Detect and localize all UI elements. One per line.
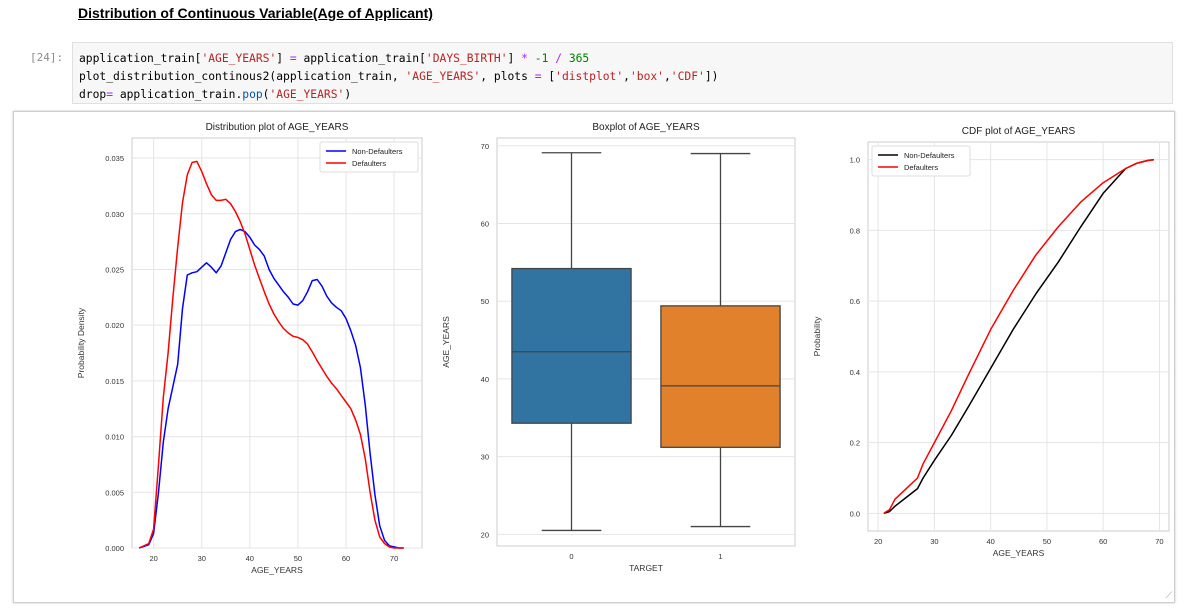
y-tick-label: 0.015: [105, 377, 124, 386]
code-token: application_train[: [296, 52, 426, 65]
legend-label: Non-Defaulters: [904, 151, 955, 160]
x-tick-label: 40: [986, 537, 994, 546]
code-token: [562, 52, 569, 65]
code-token: /: [555, 52, 563, 65]
code-token: 365: [568, 52, 590, 65]
x-tick-label: 20: [874, 537, 882, 546]
chart-title: Boxplot of AGE_YEARS: [592, 122, 700, 133]
y-tick-label: 0.0: [850, 509, 860, 518]
y-tick-label: 60: [481, 219, 489, 228]
code-token: drop: [79, 88, 107, 101]
x-tick-label: 50: [1043, 537, 1051, 546]
legend-label: Defaulters: [352, 159, 386, 168]
code-token: application_train[: [79, 52, 202, 65]
box-category-1: [660, 305, 781, 448]
code-token: =: [289, 52, 297, 65]
code-token: (: [262, 88, 270, 101]
x-axis-label: TARGET: [629, 563, 663, 573]
chart-title: Distribution plot of AGE_YEARS: [206, 122, 349, 133]
y-axis-label: AGE_YEARS: [441, 316, 451, 368]
code-token: plot_distribution_continous2(application…: [79, 70, 406, 83]
x-tick-label: 50: [294, 554, 302, 563]
series-line-non-defaulters: [138, 228, 404, 549]
code-token: ,: [663, 70, 671, 83]
plot-frame: [867, 141, 1170, 532]
code-token: ,: [623, 70, 630, 83]
y-tick-label: 0.035: [105, 154, 124, 163]
y-tick-label: 70: [481, 142, 489, 151]
series-line-defaulters: [138, 160, 404, 549]
code-token: , plots: [480, 70, 535, 83]
code-token: ): [344, 88, 352, 101]
chart-title: CDF plot of AGE_YEARS: [962, 126, 1076, 137]
markdown-heading: Distribution of Continuous Variable(Age …: [78, 5, 433, 21]
code-token: pop: [242, 88, 263, 101]
y-tick-label: 0.000: [105, 544, 124, 553]
x-tick-label: 40: [246, 554, 254, 563]
y-tick-label: 0.6: [850, 297, 860, 306]
code-token: application_train.: [113, 88, 243, 101]
y-tick-label: 0.005: [105, 488, 124, 497]
legend-box: [319, 141, 419, 173]
x-axis-label: AGE_YEARS: [993, 548, 1045, 558]
code-token: 'CDF': [670, 70, 705, 83]
cell-prompt: [24]:: [30, 51, 64, 64]
code-token: [528, 52, 535, 65]
x-tick-label: 60: [1099, 537, 1107, 546]
x-tick-label: 60: [342, 554, 350, 563]
x-tick-label: 1: [718, 552, 722, 561]
y-axis-label: Probability: [812, 316, 822, 356]
y-tick-label: 20: [481, 530, 489, 539]
code-token: 'AGE_YEARS': [405, 70, 481, 83]
box-category-0: [511, 267, 632, 424]
code-editor[interactable]: application_train['AGE_YEARS'] = applica…: [79, 50, 718, 104]
x-tick-label: 30: [198, 554, 206, 563]
x-tick-label: 30: [930, 537, 938, 546]
y-tick-label: 0.025: [105, 265, 124, 274]
y-tick-label: 0.4: [850, 368, 860, 377]
legend-label: Non-Defaulters: [352, 147, 403, 156]
y-tick-label: 40: [481, 375, 489, 384]
x-tick-label: 20: [149, 554, 157, 563]
series-line-defaulters: [883, 158, 1154, 514]
y-tick-label: 0.030: [105, 210, 124, 219]
y-tick-label: 30: [481, 453, 489, 462]
code-token: [: [541, 70, 556, 83]
y-tick-label: 0.2: [850, 439, 860, 448]
x-tick-label: 70: [390, 554, 398, 563]
code-token: 'AGE_YEARS': [269, 88, 345, 101]
code-token: ]): [704, 70, 719, 83]
y-tick-label: 0.020: [105, 321, 124, 330]
y-tick-label: 50: [481, 297, 489, 306]
x-tick-label: 0: [569, 552, 573, 561]
resize-handle-icon[interactable]: ⟋: [1165, 591, 1172, 601]
plot-frame: [131, 137, 423, 549]
code-token: ]: [276, 52, 290, 65]
code-token: =: [106, 88, 114, 101]
y-tick-label: 0.8: [850, 226, 860, 235]
output-area: Distribution plot of AGE_YEARS 0.000 0.005…: [13, 111, 1175, 603]
code-cell[interactable]: application_train['AGE_YEARS'] = applica…: [72, 42, 1173, 104]
code-token: 'DAYS_BIRTH': [425, 52, 508, 65]
code-token: ]: [507, 52, 522, 65]
y-axis-label: Probability Density: [76, 307, 86, 378]
code-token: 'distplot': [555, 70, 624, 83]
code-token: 'AGE_YEARS': [201, 52, 277, 65]
code-token: *: [521, 52, 528, 65]
code-token: -1: [534, 52, 549, 65]
code-token: =: [534, 70, 542, 83]
code-token: 'box': [629, 70, 664, 83]
x-tick-label: 70: [1155, 537, 1163, 546]
legend-label: Defaulters: [904, 163, 938, 172]
y-tick-label: 1.0: [850, 156, 860, 165]
x-axis-label: AGE_YEARS: [251, 565, 303, 575]
legend-box: [871, 145, 971, 177]
y-tick-label: 0.010: [105, 433, 124, 442]
charts-figure: Distribution plot of AGE_YEARS0.0000.005…: [76, 122, 1170, 575]
